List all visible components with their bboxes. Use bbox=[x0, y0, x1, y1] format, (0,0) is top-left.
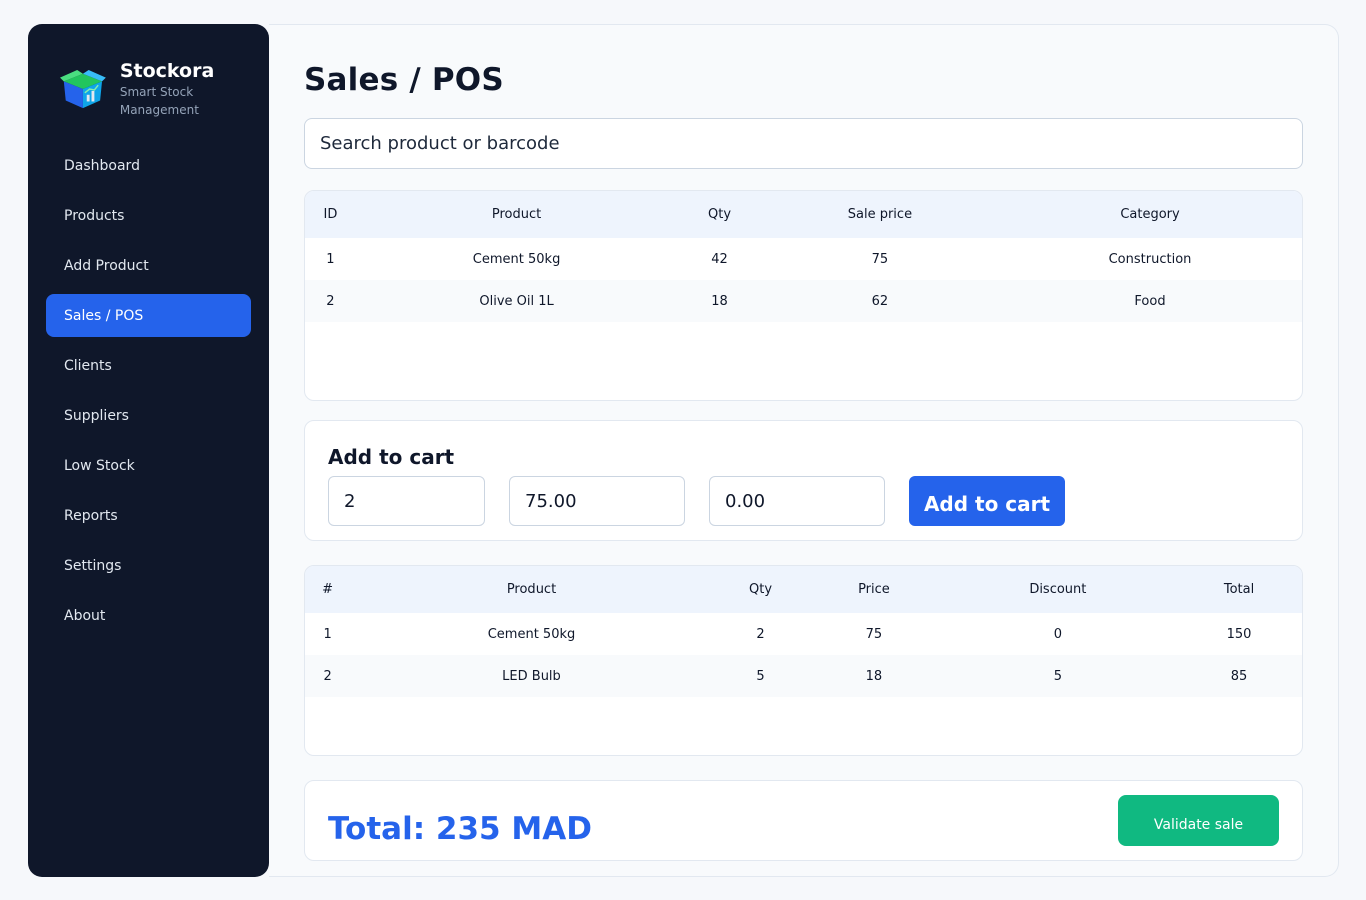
brand-tagline: Smart Stock Management bbox=[119, 85, 199, 117]
sidebar-item-low-stock[interactable]: Low Stock bbox=[64, 457, 135, 474]
sidebar-item-add-product[interactable]: Add Product bbox=[64, 257, 149, 274]
quantity-input[interactable] bbox=[328, 476, 485, 526]
column-header-qty[interactable]: Qty bbox=[749, 582, 773, 597]
cell-qty: 2 bbox=[756, 626, 765, 642]
table-header-row: ID Product Qty Sale price Category bbox=[305, 191, 1302, 238]
cell-product: Olive Oil 1L bbox=[479, 293, 554, 309]
cell-product: Cement 50kg bbox=[472, 251, 561, 267]
column-header-product[interactable]: Product bbox=[506, 582, 557, 597]
cell-total: 85 bbox=[1230, 668, 1248, 684]
cell-id: 1 bbox=[326, 251, 335, 267]
table-row[interactable]: 2 LED Bulb 5 18 5 85 bbox=[305, 655, 1302, 697]
cell-index: 1 bbox=[323, 626, 332, 642]
validate-sale-button[interactable]: Validate sale bbox=[1118, 795, 1279, 846]
sidebar-item-products[interactable]: Products bbox=[64, 207, 125, 224]
cart-table-card: # Product Qty Price Discount Total 1 Cem… bbox=[304, 565, 1303, 756]
sidebar-item-settings[interactable]: Settings bbox=[64, 557, 122, 574]
cell-price: 18 bbox=[865, 668, 883, 684]
table-row[interactable]: 1 Cement 50kg 2 75 0 150 bbox=[305, 613, 1302, 655]
column-header-qty[interactable]: Qty bbox=[708, 207, 732, 222]
add-to-cart-card: Add to cart Add to cart bbox=[304, 420, 1303, 541]
cell-discount: 5 bbox=[1053, 668, 1062, 684]
cell-product: Cement 50kg bbox=[487, 626, 576, 642]
column-header-index[interactable]: # bbox=[322, 582, 334, 597]
brand: Stockora Smart Stock Management bbox=[60, 60, 269, 119]
cell-id: 2 bbox=[326, 293, 335, 309]
sidebar-item-reports[interactable]: Reports bbox=[64, 507, 118, 524]
add-to-cart-button[interactable]: Add to cart bbox=[909, 476, 1065, 526]
total-card: Total: 235 MAD Validate sale bbox=[304, 780, 1303, 861]
cell-category: Construction bbox=[1108, 251, 1192, 267]
cart-table: # Product Qty Price Discount Total 1 Cem… bbox=[305, 566, 1302, 697]
price-input[interactable] bbox=[509, 476, 685, 526]
column-header-category[interactable]: Category bbox=[1120, 207, 1180, 222]
products-table-card: ID Product Qty Sale price Category 1 Cem… bbox=[304, 190, 1303, 401]
cell-total: 150 bbox=[1226, 626, 1252, 642]
column-header-total[interactable]: Total bbox=[1223, 582, 1255, 597]
cell-discount: 0 bbox=[1053, 626, 1062, 642]
cell-sale-price: 62 bbox=[871, 293, 889, 309]
box-chart-logo-icon bbox=[60, 69, 106, 108]
sidebar-item-dashboard[interactable]: Dashboard bbox=[64, 157, 140, 174]
sidebar-item-about[interactable]: About bbox=[64, 607, 106, 624]
cell-qty: 5 bbox=[756, 668, 765, 684]
sidebar-nav: Dashboard Products Add Product Sales / P… bbox=[46, 144, 251, 644]
search-input[interactable] bbox=[304, 118, 1303, 169]
add-to-cart-title: Add to cart bbox=[328, 445, 455, 469]
cell-category: Food bbox=[1134, 293, 1166, 309]
brand-name: Stockora bbox=[119, 60, 215, 82]
column-header-product[interactable]: Product bbox=[491, 207, 542, 222]
cell-product: LED Bulb bbox=[502, 668, 561, 684]
column-header-sale-price[interactable]: Sale price bbox=[847, 207, 913, 222]
column-header-price[interactable]: Price bbox=[858, 582, 890, 597]
total-amount: Total: 235 MAD bbox=[328, 811, 592, 847]
cell-qty: 18 bbox=[711, 293, 728, 309]
page-title: Sales / POS bbox=[304, 62, 504, 98]
table-header-row: # Product Qty Price Discount Total bbox=[305, 566, 1302, 613]
sidebar-item-sales-pos[interactable]: Sales / POS bbox=[46, 294, 251, 337]
table-row[interactable]: 2 Olive Oil 1L 18 62 Food bbox=[305, 280, 1302, 322]
table-row[interactable]: 1 Cement 50kg 42 75 Construction bbox=[305, 238, 1302, 280]
sidebar-item-suppliers[interactable]: Suppliers bbox=[64, 407, 129, 424]
cell-sale-price: 75 bbox=[871, 251, 889, 267]
discount-input[interactable] bbox=[709, 476, 885, 526]
column-header-id[interactable]: ID bbox=[323, 207, 338, 222]
products-table: ID Product Qty Sale price Category 1 Cem… bbox=[305, 191, 1302, 322]
column-header-discount[interactable]: Discount bbox=[1029, 582, 1087, 597]
sidebar-item-clients[interactable]: Clients bbox=[64, 357, 112, 374]
cell-index: 2 bbox=[323, 668, 332, 684]
cell-qty: 42 bbox=[711, 251, 728, 267]
sidebar: Stockora Smart Stock Management Dashboar… bbox=[28, 24, 269, 877]
cell-price: 75 bbox=[865, 626, 883, 642]
